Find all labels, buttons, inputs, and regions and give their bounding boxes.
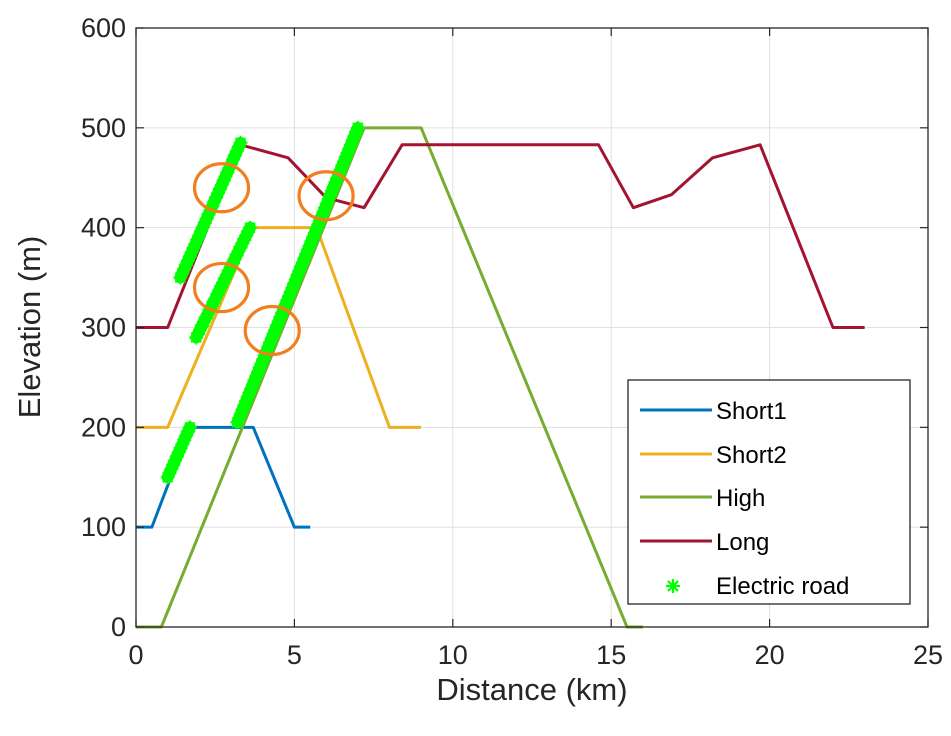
highlight-circle (297, 170, 355, 222)
highlight-circles (192, 162, 355, 357)
legend-label-long: Long (716, 529, 769, 556)
series-line-long (136, 143, 865, 329)
series-line-short1 (136, 425, 311, 529)
series-line-short2 (136, 226, 422, 429)
legend: Short1 Short2 High Long Electric road (627, 379, 911, 605)
legend-label-short2: Short2 (716, 442, 787, 469)
y-tick-label: 500 (81, 113, 126, 143)
y-axis-label: Elevation (m) (12, 236, 47, 419)
electric-road-marker (243, 220, 258, 235)
highlight-circle (192, 261, 251, 314)
x-tick-label: 10 (438, 640, 468, 670)
x-tick-label: 0 (128, 640, 143, 670)
x-tick-labels: 0 5 10 15 20 25 (128, 640, 943, 670)
y-tick-label: 0 (111, 612, 126, 642)
electric-road-marker (231, 244, 246, 259)
x-tick-label: 15 (596, 640, 626, 670)
y-tick-label: 300 (81, 313, 126, 343)
electric-road-marker (350, 120, 365, 135)
electric-road-marker (216, 275, 231, 290)
y-tick-label: 600 (81, 13, 126, 43)
x-tick-label: 5 (287, 640, 302, 670)
highlight-circle (243, 304, 301, 357)
y-tick-label: 400 (81, 213, 126, 243)
electric-road-marker (233, 406, 248, 421)
grid (135, 27, 929, 628)
electric-road-marker (233, 135, 248, 150)
axis-ticks (135, 27, 929, 628)
x-axis-label: Distance (km) (436, 672, 627, 707)
legend-box (627, 379, 911, 605)
legend-label-short1: Short1 (716, 398, 787, 425)
legend-marker-electric-road (666, 579, 680, 593)
y-tick-label: 200 (81, 412, 126, 442)
legend-label-high: High (716, 485, 765, 512)
electric-road-marker (182, 420, 197, 435)
x-tick-label: 20 (755, 640, 785, 670)
y-tick-labels: 0 100 200 300 400 500 600 (81, 13, 126, 642)
legend-label-electric-road: Electric road (716, 573, 849, 600)
x-tick-label: 25 (913, 640, 943, 670)
highlight-circle (192, 162, 251, 214)
y-tick-label: 100 (81, 512, 126, 542)
